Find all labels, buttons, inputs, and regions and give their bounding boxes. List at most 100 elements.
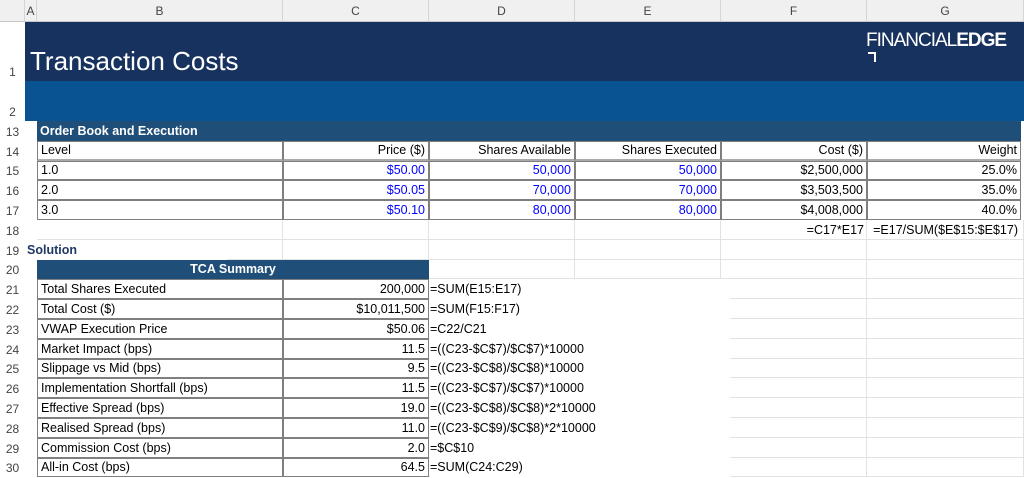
- tca-label[interactable]: All-in Cost (bps): [37, 457, 283, 478]
- row-header-13[interactable]: 13: [0, 121, 25, 141]
- cell[interactable]: [429, 239, 575, 260]
- cell[interactable]: [283, 220, 429, 240]
- cell[interactable]: [721, 418, 867, 438]
- row-header-23[interactable]: 23: [0, 319, 25, 339]
- cell[interactable]: [867, 398, 1024, 418]
- order-book-cell[interactable]: 25.0%: [867, 160, 1021, 181]
- order-book-header-2[interactable]: Shares Available: [429, 140, 575, 161]
- column-header-F[interactable]: F: [721, 0, 867, 22]
- cell[interactable]: [867, 378, 1024, 399]
- row-header-19[interactable]: 19: [0, 239, 25, 260]
- cell[interactable]: [867, 279, 1024, 300]
- row-header-21[interactable]: 21: [0, 279, 25, 300]
- order-book-cell[interactable]: 70,000: [429, 180, 575, 201]
- row-header-28[interactable]: 28: [0, 418, 25, 438]
- cell[interactable]: [429, 259, 575, 280]
- cell[interactable]: [867, 239, 1024, 260]
- order-book-cell[interactable]: 80,000: [575, 200, 721, 220]
- column-header-C[interactable]: C: [283, 0, 429, 22]
- order-book-cell[interactable]: 80,000: [429, 200, 575, 220]
- order-book-cell[interactable]: 35.0%: [867, 180, 1021, 201]
- cell[interactable]: [867, 418, 1024, 438]
- order-book-header-5[interactable]: Weight: [867, 140, 1021, 161]
- tca-value[interactable]: 11.5: [283, 338, 429, 359]
- cell[interactable]: [867, 358, 1024, 379]
- tca-label[interactable]: Implementation Shortfall (bps): [37, 378, 283, 399]
- cell[interactable]: [867, 437, 1024, 458]
- column-header-A[interactable]: A: [25, 0, 37, 22]
- cell[interactable]: [283, 239, 429, 260]
- cell[interactable]: [867, 299, 1024, 319]
- tca-label[interactable]: Total Cost ($): [37, 299, 283, 319]
- cell[interactable]: [721, 319, 867, 339]
- cell[interactable]: [575, 220, 721, 240]
- tca-value[interactable]: 9.5: [283, 358, 429, 379]
- order-book-cell[interactable]: 50,000: [429, 160, 575, 181]
- order-book-cell[interactable]: $50.05: [283, 180, 429, 201]
- tca-label[interactable]: VWAP Execution Price: [37, 319, 283, 339]
- row-header-30[interactable]: 30: [0, 457, 25, 478]
- order-book-header-1[interactable]: Price ($): [283, 140, 429, 161]
- row-header-29[interactable]: 29: [0, 437, 25, 458]
- tca-value[interactable]: 19.0: [283, 398, 429, 418]
- cell[interactable]: [721, 457, 867, 478]
- cell[interactable]: [721, 279, 867, 300]
- cell[interactable]: [721, 338, 867, 359]
- cell[interactable]: [721, 358, 867, 379]
- row-header-24[interactable]: 24: [0, 338, 25, 359]
- row-header-14[interactable]: 14: [0, 140, 25, 161]
- tca-value[interactable]: $10,011,500: [283, 299, 429, 319]
- row-header-22[interactable]: 22: [0, 299, 25, 319]
- tca-label[interactable]: Effective Spread (bps): [37, 398, 283, 418]
- tca-value[interactable]: 11.0: [283, 418, 429, 438]
- tca-value[interactable]: 11.5: [283, 378, 429, 399]
- tca-label[interactable]: Market Impact (bps): [37, 338, 283, 359]
- cell[interactable]: [575, 239, 721, 260]
- tca-value[interactable]: 200,000: [283, 279, 429, 300]
- column-header-E[interactable]: E: [575, 0, 721, 22]
- tca-label[interactable]: Total Shares Executed: [37, 279, 283, 300]
- cell[interactable]: [721, 220, 867, 240]
- row-header-2[interactable]: 2: [0, 81, 25, 121]
- cell[interactable]: [867, 319, 1024, 339]
- tca-value[interactable]: 64.5: [283, 457, 429, 478]
- order-book-cell[interactable]: 40.0%: [867, 200, 1021, 220]
- row-header-17[interactable]: 17: [0, 200, 25, 220]
- row-header-27[interactable]: 27: [0, 398, 25, 418]
- order-book-header-4[interactable]: Cost ($): [721, 140, 867, 161]
- order-book-cell[interactable]: $4,008,000: [721, 200, 867, 220]
- row-header-15[interactable]: 15: [0, 160, 25, 181]
- tca-label[interactable]: Commission Cost (bps): [37, 437, 283, 458]
- order-book-cell[interactable]: 50,000: [575, 160, 721, 181]
- order-book-cell[interactable]: $2,500,000: [721, 160, 867, 181]
- order-book-cell[interactable]: 2.0: [37, 180, 283, 201]
- column-header-B[interactable]: B: [37, 0, 283, 22]
- tca-value[interactable]: $50.06: [283, 319, 429, 339]
- row-header-16[interactable]: 16: [0, 180, 25, 201]
- cell[interactable]: [575, 259, 721, 280]
- order-book-header-0[interactable]: Level: [37, 140, 283, 161]
- cell[interactable]: [721, 239, 867, 260]
- order-book-cell[interactable]: 70,000: [575, 180, 721, 201]
- column-header-D[interactable]: D: [429, 0, 575, 22]
- column-header-G[interactable]: G: [867, 0, 1024, 22]
- cell[interactable]: [721, 398, 867, 418]
- cell[interactable]: [867, 259, 1024, 280]
- row-header-25[interactable]: 25: [0, 358, 25, 379]
- cell[interactable]: [867, 338, 1024, 359]
- cell[interactable]: [867, 457, 1024, 478]
- row-header-26[interactable]: 26: [0, 378, 25, 399]
- cell[interactable]: [429, 220, 575, 240]
- cell[interactable]: [721, 299, 867, 319]
- order-book-header-3[interactable]: Shares Executed: [575, 140, 721, 161]
- row-header-18[interactable]: 18: [0, 220, 25, 240]
- row-header-20[interactable]: 20: [0, 259, 25, 280]
- tca-value[interactable]: 2.0: [283, 437, 429, 458]
- cell[interactable]: [721, 378, 867, 399]
- tca-label[interactable]: Slippage vs Mid (bps): [37, 358, 283, 379]
- tca-label[interactable]: Realised Spread (bps): [37, 418, 283, 438]
- select-all-corner[interactable]: [0, 0, 25, 22]
- row-header-1[interactable]: 1: [0, 22, 25, 81]
- order-book-cell[interactable]: $50.10: [283, 200, 429, 220]
- order-book-cell[interactable]: $50.00: [283, 160, 429, 181]
